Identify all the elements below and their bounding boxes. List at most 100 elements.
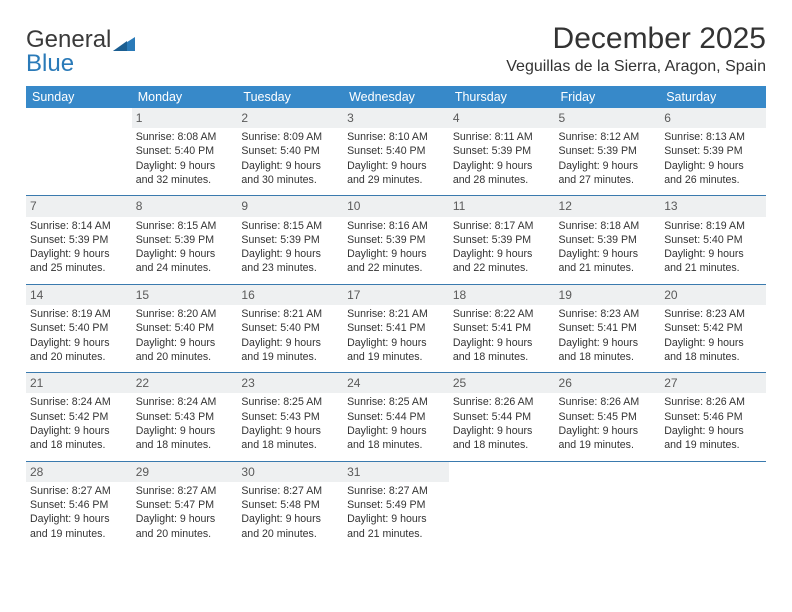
calendar-cell: 14Sunrise: 8:19 AMSunset: 5:40 PMDayligh… [26, 284, 132, 372]
daylight-text: Daylight: 9 hours and 20 minutes. [241, 512, 339, 541]
sunset-text: Sunset: 5:46 PM [664, 410, 762, 424]
day-number: 19 [555, 285, 661, 305]
calendar-cell: 28Sunrise: 8:27 AMSunset: 5:46 PMDayligh… [26, 461, 132, 549]
daylight-text: Daylight: 9 hours and 28 minutes. [453, 159, 551, 188]
brand-logo: General Blue [26, 28, 135, 76]
location: Veguillas de la Sierra, Aragon, Spain [506, 58, 766, 76]
day-number: 20 [660, 285, 766, 305]
calendar-week: 21Sunrise: 8:24 AMSunset: 5:42 PMDayligh… [26, 373, 766, 461]
sunset-text: Sunset: 5:40 PM [30, 321, 128, 335]
sunset-text: Sunset: 5:39 PM [559, 233, 657, 247]
calendar-cell: 17Sunrise: 8:21 AMSunset: 5:41 PMDayligh… [343, 284, 449, 372]
sunrise-text: Sunrise: 8:21 AM [241, 307, 339, 321]
daylight-text: Daylight: 9 hours and 22 minutes. [453, 247, 551, 276]
dayname-wed: Wednesday [343, 86, 449, 108]
day-number: 26 [555, 373, 661, 393]
sunset-text: Sunset: 5:46 PM [30, 498, 128, 512]
daylight-text: Daylight: 9 hours and 27 minutes. [559, 159, 657, 188]
sunset-text: Sunset: 5:39 PM [30, 233, 128, 247]
calendar-cell: 5Sunrise: 8:12 AMSunset: 5:39 PMDaylight… [555, 108, 661, 196]
sunset-text: Sunset: 5:43 PM [136, 410, 234, 424]
calendar-cell: . [555, 461, 661, 549]
dayname-sun: Sunday [26, 86, 132, 108]
sunset-text: Sunset: 5:48 PM [241, 498, 339, 512]
calendar-week: .1Sunrise: 8:08 AMSunset: 5:40 PMDayligh… [26, 108, 766, 196]
sunset-text: Sunset: 5:40 PM [241, 144, 339, 158]
sunrise-text: Sunrise: 8:27 AM [136, 484, 234, 498]
sunset-text: Sunset: 5:39 PM [241, 233, 339, 247]
day-number: 30 [237, 462, 343, 482]
sunrise-text: Sunrise: 8:12 AM [559, 130, 657, 144]
sunrise-text: Sunrise: 8:27 AM [30, 484, 128, 498]
calendar-cell: 8Sunrise: 8:15 AMSunset: 5:39 PMDaylight… [132, 196, 238, 284]
calendar-week: 28Sunrise: 8:27 AMSunset: 5:46 PMDayligh… [26, 461, 766, 549]
daylight-text: Daylight: 9 hours and 19 minutes. [559, 424, 657, 453]
calendar-cell: 30Sunrise: 8:27 AMSunset: 5:48 PMDayligh… [237, 461, 343, 549]
sunset-text: Sunset: 5:39 PM [664, 144, 762, 158]
sunrise-text: Sunrise: 8:11 AM [453, 130, 551, 144]
sunrise-text: Sunrise: 8:26 AM [559, 395, 657, 409]
day-number: 11 [449, 196, 555, 216]
title-block: December 2025 Veguillas de la Sierra, Ar… [506, 22, 766, 76]
brand-triangle-icon [113, 34, 135, 56]
brand-word2: Blue [26, 50, 74, 77]
sunset-text: Sunset: 5:40 PM [136, 144, 234, 158]
sunrise-text: Sunrise: 8:23 AM [559, 307, 657, 321]
calendar-cell: . [449, 461, 555, 549]
calendar-cell: . [26, 108, 132, 196]
daylight-text: Daylight: 9 hours and 20 minutes. [136, 512, 234, 541]
daylight-text: Daylight: 9 hours and 20 minutes. [136, 336, 234, 365]
daylight-text: Daylight: 9 hours and 30 minutes. [241, 159, 339, 188]
daylight-text: Daylight: 9 hours and 24 minutes. [136, 247, 234, 276]
sunrise-text: Sunrise: 8:16 AM [347, 219, 445, 233]
daylight-text: Daylight: 9 hours and 18 minutes. [347, 424, 445, 453]
daylight-text: Daylight: 9 hours and 29 minutes. [347, 159, 445, 188]
day-number: 8 [132, 196, 238, 216]
daylight-text: Daylight: 9 hours and 18 minutes. [30, 424, 128, 453]
sunrise-text: Sunrise: 8:27 AM [347, 484, 445, 498]
daylight-text: Daylight: 9 hours and 19 minutes. [347, 336, 445, 365]
sunrise-text: Sunrise: 8:21 AM [347, 307, 445, 321]
sunrise-text: Sunrise: 8:13 AM [664, 130, 762, 144]
calendar-cell: 4Sunrise: 8:11 AMSunset: 5:39 PMDaylight… [449, 108, 555, 196]
sunrise-text: Sunrise: 8:22 AM [453, 307, 551, 321]
sunset-text: Sunset: 5:40 PM [347, 144, 445, 158]
day-number: 5 [555, 108, 661, 128]
calendar-table: Sunday Monday Tuesday Wednesday Thursday… [26, 86, 766, 549]
sunset-text: Sunset: 5:44 PM [347, 410, 445, 424]
day-number: 1 [132, 108, 238, 128]
calendar-cell: 31Sunrise: 8:27 AMSunset: 5:49 PMDayligh… [343, 461, 449, 549]
daylight-text: Daylight: 9 hours and 32 minutes. [136, 159, 234, 188]
dayname-thu: Thursday [449, 86, 555, 108]
sunrise-text: Sunrise: 8:10 AM [347, 130, 445, 144]
day-number: 12 [555, 196, 661, 216]
day-number: 27 [660, 373, 766, 393]
calendar-cell: 27Sunrise: 8:26 AMSunset: 5:46 PMDayligh… [660, 373, 766, 461]
calendar-cell: 25Sunrise: 8:26 AMSunset: 5:44 PMDayligh… [449, 373, 555, 461]
calendar-cell: 15Sunrise: 8:20 AMSunset: 5:40 PMDayligh… [132, 284, 238, 372]
sunrise-text: Sunrise: 8:15 AM [136, 219, 234, 233]
daylight-text: Daylight: 9 hours and 20 minutes. [30, 336, 128, 365]
calendar-cell: 19Sunrise: 8:23 AMSunset: 5:41 PMDayligh… [555, 284, 661, 372]
sunset-text: Sunset: 5:40 PM [241, 321, 339, 335]
daylight-text: Daylight: 9 hours and 18 minutes. [136, 424, 234, 453]
sunrise-text: Sunrise: 8:18 AM [559, 219, 657, 233]
day-number: 25 [449, 373, 555, 393]
daylight-text: Daylight: 9 hours and 21 minutes. [664, 247, 762, 276]
day-number: 13 [660, 196, 766, 216]
sunrise-text: Sunrise: 8:26 AM [664, 395, 762, 409]
calendar-body: .1Sunrise: 8:08 AMSunset: 5:40 PMDayligh… [26, 108, 766, 549]
day-number: 14 [26, 285, 132, 305]
calendar-cell: 24Sunrise: 8:25 AMSunset: 5:44 PMDayligh… [343, 373, 449, 461]
dayname-tue: Tuesday [237, 86, 343, 108]
daylight-text: Daylight: 9 hours and 18 minutes. [664, 336, 762, 365]
sunset-text: Sunset: 5:47 PM [136, 498, 234, 512]
day-number: 22 [132, 373, 238, 393]
daylight-text: Daylight: 9 hours and 18 minutes. [453, 424, 551, 453]
calendar-cell: 9Sunrise: 8:15 AMSunset: 5:39 PMDaylight… [237, 196, 343, 284]
sunset-text: Sunset: 5:39 PM [453, 233, 551, 247]
sunset-text: Sunset: 5:39 PM [347, 233, 445, 247]
daylight-text: Daylight: 9 hours and 21 minutes. [347, 512, 445, 541]
calendar-week: 7Sunrise: 8:14 AMSunset: 5:39 PMDaylight… [26, 196, 766, 284]
daylight-text: Daylight: 9 hours and 21 minutes. [559, 247, 657, 276]
